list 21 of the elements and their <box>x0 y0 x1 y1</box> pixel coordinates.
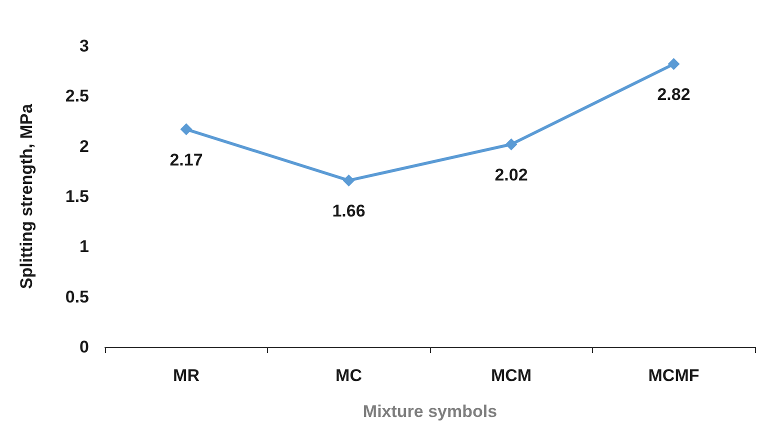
point <box>505 138 518 150</box>
x-tick-label: MC <box>336 366 362 385</box>
y-axis-title: Splitting strength, MPa <box>17 103 36 290</box>
point <box>342 174 355 186</box>
data-label: 2.17 <box>170 150 203 170</box>
data-label: 2.82 <box>657 85 690 104</box>
x-axis-title: Mixture symbols <box>362 402 498 421</box>
data-label: 2.02 <box>494 165 528 184</box>
x-tick-label: MCM <box>490 366 532 385</box>
x-tick-label: MCMF <box>648 366 700 385</box>
y-tick-label: 0 <box>80 338 89 356</box>
point <box>180 123 192 136</box>
y-tick-label: 1.5 <box>65 187 89 206</box>
point <box>668 58 680 70</box>
y-tick-label: 2.5 <box>65 86 89 106</box>
data-label: 1.66 <box>332 201 366 220</box>
y-tick-label: 2 <box>80 136 89 156</box>
y-tick-label: 1 <box>80 237 89 256</box>
y-tick-label: 3 <box>80 36 89 56</box>
y-tick-label: 0.5 <box>65 287 89 306</box>
x-tick-label: MR <box>173 366 200 385</box>
